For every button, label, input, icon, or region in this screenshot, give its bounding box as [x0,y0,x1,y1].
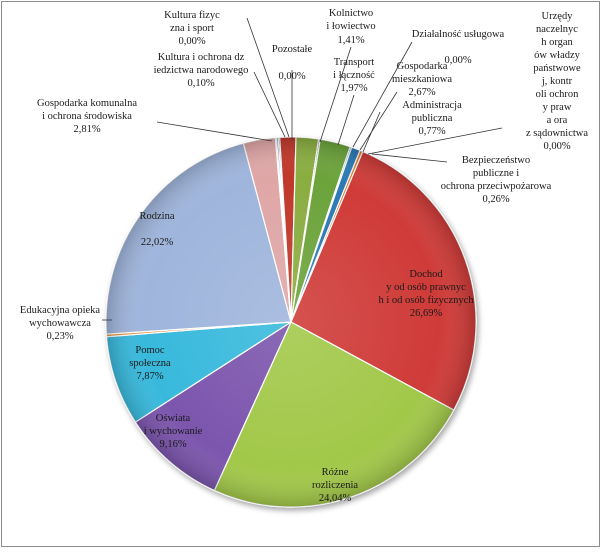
slice-label: Różne rozliczenia 24,04% [312,467,358,504]
slice-label: Edukacyjna opieka wychowawcza 0,23% [20,305,101,342]
leader-line [319,46,352,143]
leader-line [156,121,273,142]
leader-line [253,71,286,138]
leader-line [359,91,398,151]
leader-line [362,111,381,153]
slice-label: Rodzina 22,02% [140,211,175,248]
slice-label: Kolnictwo i łowiectwo 1,41% [326,8,375,46]
leader-line [337,94,355,146]
slice-label: Dochod y od osób prawnyc h i od osób fizyc… [378,269,474,319]
slice-label: Pozostałe 0,00% [272,44,313,82]
slice-label: Działalność usługowa 0,00% [412,29,505,66]
leader-line [367,127,503,155]
slice-labels: Pozostałe 0,00% Kolnictwo i łowiectwo 1,41% T… [20,8,588,504]
slice-label: Gospodarka komunalna i ochrona środowiska… [37,98,137,135]
leader-line [246,17,290,138]
slice-label: Oświata i wychowanie 9,16% [144,413,203,450]
slice-label: Transport i łączność 1,97% [333,57,375,94]
slice-label: Pomoc społeczna 7,87% [129,345,171,382]
pie-slices [105,136,477,508]
slice-label: Kultura fizyc zna i sport 0,00% [164,10,220,47]
slice-label: Bezpieczeństwo publiczne i ochrona przeciw… [441,155,552,205]
slice-label: Gospodarka mieszkaniowa 2,67% [392,61,452,98]
leader-lines [102,17,503,321]
leader-line [352,41,413,148]
slice-label: Urzędy naczelnyc h organ ów władzy państwowe… [526,11,588,152]
slice-label: Administracja publiczna 0,77% [402,100,462,137]
slice-label: Kultura i ochrona dz iedzictwa narodowego… [154,52,249,89]
leader-line [371,153,448,163]
